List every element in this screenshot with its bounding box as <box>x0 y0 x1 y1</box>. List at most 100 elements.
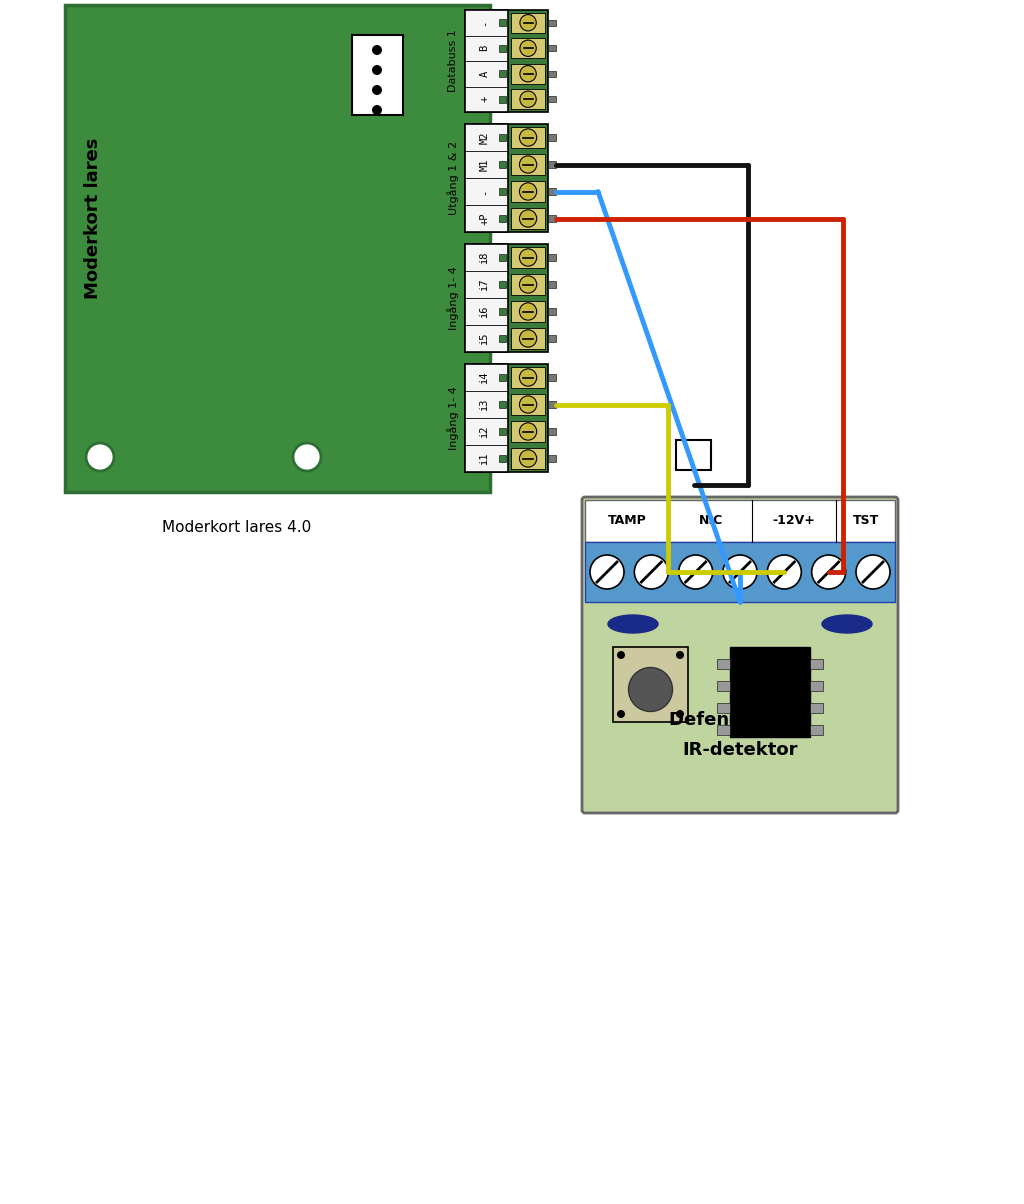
Bar <box>465 10 508 112</box>
Bar <box>810 725 823 734</box>
Bar <box>511 247 545 268</box>
Bar <box>511 126 545 148</box>
Text: i4: i4 <box>479 371 489 384</box>
Bar <box>548 19 556 26</box>
Bar <box>676 439 711 470</box>
Circle shape <box>519 330 537 347</box>
Bar <box>717 659 730 669</box>
Circle shape <box>519 450 537 467</box>
Circle shape <box>519 249 537 266</box>
Bar <box>499 96 506 102</box>
Circle shape <box>519 183 537 200</box>
Circle shape <box>767 555 802 589</box>
Bar <box>499 427 506 435</box>
Bar <box>352 35 403 116</box>
Bar <box>717 681 730 691</box>
Bar <box>511 12 545 33</box>
Text: M1: M1 <box>479 158 489 171</box>
Circle shape <box>372 105 382 116</box>
Bar <box>548 45 556 52</box>
Text: i5: i5 <box>479 332 489 344</box>
Bar <box>717 725 730 734</box>
Bar <box>585 542 895 602</box>
Text: Utgång 1 & 2: Utgång 1 & 2 <box>447 141 459 216</box>
Bar <box>499 70 506 77</box>
Text: M2: M2 <box>479 131 489 143</box>
Bar <box>511 39 545 59</box>
Circle shape <box>519 368 537 386</box>
Bar <box>613 647 688 722</box>
Bar <box>511 64 545 84</box>
Bar <box>465 364 548 472</box>
Bar <box>810 703 823 713</box>
Bar <box>810 659 823 669</box>
Bar <box>499 455 506 462</box>
Bar <box>499 335 506 342</box>
Bar <box>548 134 556 141</box>
Bar <box>585 500 895 542</box>
Bar <box>717 703 730 713</box>
Circle shape <box>519 276 537 293</box>
Bar <box>511 154 545 176</box>
Bar <box>548 254 556 261</box>
Circle shape <box>520 14 537 31</box>
Text: i1: i1 <box>479 453 489 465</box>
FancyBboxPatch shape <box>582 497 898 813</box>
Bar <box>511 394 545 415</box>
Text: Ingång 1- 4: Ingång 1- 4 <box>447 386 459 450</box>
Bar <box>511 181 545 202</box>
Ellipse shape <box>608 615 658 633</box>
Bar <box>548 281 556 288</box>
Bar <box>465 124 508 232</box>
Bar <box>499 254 506 261</box>
Bar <box>499 188 506 195</box>
Text: -: - <box>479 19 489 25</box>
Bar <box>511 301 545 323</box>
Circle shape <box>590 555 624 589</box>
Bar <box>810 681 823 691</box>
Circle shape <box>617 710 625 718</box>
Circle shape <box>634 555 669 589</box>
Circle shape <box>629 667 673 712</box>
Bar <box>65 5 490 492</box>
Bar <box>465 364 508 472</box>
Bar <box>465 124 548 232</box>
Text: Moderkort lares 4.0: Moderkort lares 4.0 <box>163 519 311 535</box>
Circle shape <box>520 92 537 107</box>
Bar <box>548 335 556 342</box>
Circle shape <box>679 555 713 589</box>
Text: Databuss 1: Databuss 1 <box>449 30 458 93</box>
Text: Ingång 1- 4: Ingång 1- 4 <box>447 266 459 330</box>
Text: A: A <box>479 71 489 77</box>
Circle shape <box>86 443 114 471</box>
Circle shape <box>372 45 382 55</box>
Bar <box>548 401 556 408</box>
Circle shape <box>812 555 846 589</box>
Circle shape <box>520 65 537 82</box>
Bar <box>499 216 506 222</box>
Circle shape <box>856 555 890 589</box>
Circle shape <box>372 85 382 95</box>
Circle shape <box>372 65 382 75</box>
Circle shape <box>723 555 757 589</box>
Text: TST: TST <box>852 514 879 527</box>
Bar <box>548 216 556 222</box>
Circle shape <box>676 651 684 659</box>
Circle shape <box>519 396 537 413</box>
Bar <box>548 308 556 315</box>
Bar <box>465 244 548 352</box>
Circle shape <box>519 423 537 441</box>
Text: IR-detektor: IR-detektor <box>682 740 798 759</box>
Bar <box>499 161 506 169</box>
Bar <box>465 10 548 112</box>
Text: B: B <box>479 45 489 52</box>
Text: +P: +P <box>479 212 489 225</box>
Bar <box>499 45 506 52</box>
Bar <box>511 327 545 349</box>
Bar <box>548 429 556 435</box>
Text: i6: i6 <box>479 306 489 318</box>
Bar <box>511 89 545 110</box>
Bar <box>499 19 506 26</box>
Bar <box>511 208 545 229</box>
Text: i8: i8 <box>479 252 489 264</box>
